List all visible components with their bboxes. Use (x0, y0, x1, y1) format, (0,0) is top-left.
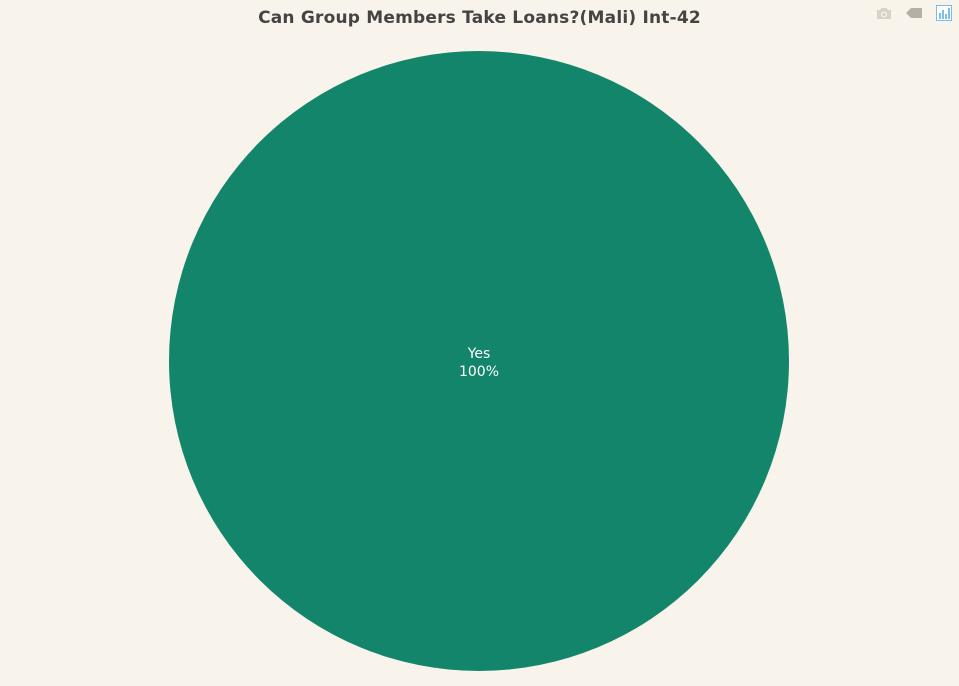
modebar (873, 4, 955, 22)
bar-chart-icon[interactable] (933, 4, 955, 22)
camera-icon[interactable] (873, 4, 895, 22)
chart-title: Can Group Members Take Loans?(Mali) Int-… (258, 8, 701, 28)
tag-icon[interactable] (903, 4, 925, 22)
slice-percent-label: 100% (459, 364, 499, 380)
pie-slice-yes[interactable] (169, 51, 789, 671)
slice-label: Yes (467, 346, 491, 362)
